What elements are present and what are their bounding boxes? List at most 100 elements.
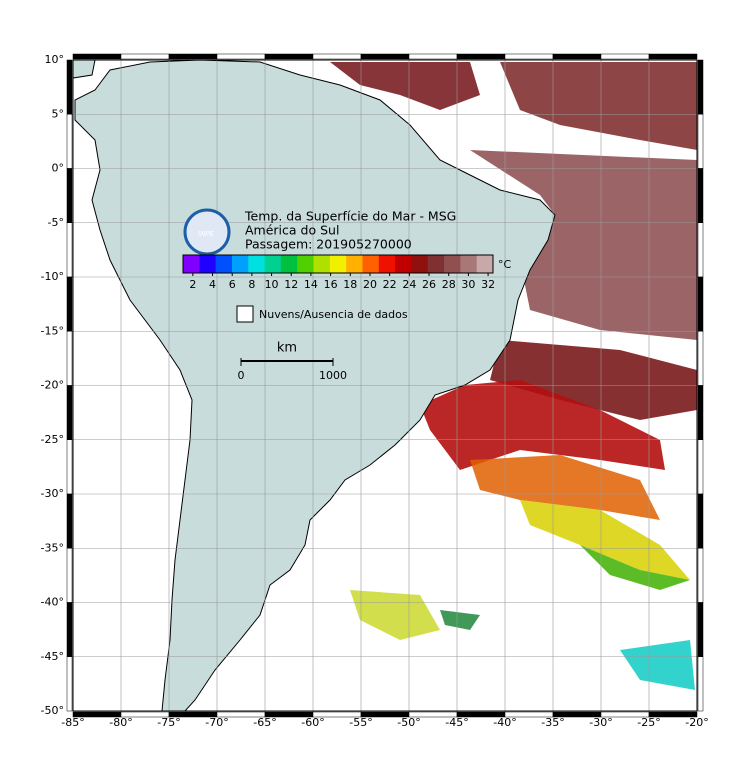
colorbar-swatch [231, 255, 249, 273]
frame-segment [66, 168, 73, 223]
frame-segment [66, 385, 73, 440]
colorbar-unit: °C [498, 258, 512, 271]
frame-segment [697, 385, 704, 440]
colorbar-swatch [248, 255, 266, 273]
frame-segment [504, 53, 554, 60]
colorbar-tick-label: 22 [383, 278, 397, 291]
frame-segment [552, 53, 602, 60]
colorbar-swatch [460, 255, 478, 273]
y-tick-label: -45° [41, 650, 64, 663]
frame-segment [120, 53, 170, 60]
frame-segment [697, 59, 704, 115]
colorbar-swatch [411, 255, 429, 273]
colorbar-tick-label: 24 [402, 278, 416, 291]
colorbar-swatch [215, 255, 233, 273]
colorbar-swatch [297, 255, 315, 273]
central-america [72, 59, 96, 79]
x-tick-label: -50° [397, 716, 420, 729]
x-tick-label: -40° [493, 716, 516, 729]
colorbar-tick-label: 10 [265, 278, 279, 291]
frame-segment [697, 331, 704, 386]
frame-segment [72, 53, 122, 60]
sst-patch [580, 545, 690, 590]
frame-segment [408, 53, 458, 60]
colorbar-tick-label: 4 [209, 278, 216, 291]
x-tick-label: -75° [157, 716, 180, 729]
x-tick-label: -60° [301, 716, 324, 729]
x-tick-label: -70° [205, 716, 228, 729]
y-tick-label: -50° [41, 704, 64, 717]
sst-patch [490, 340, 697, 420]
y-tick-label: -30° [41, 487, 64, 500]
frame-segment [66, 548, 73, 603]
colorbar-swatch [395, 255, 412, 273]
colorbar-tick-label: 28 [442, 278, 456, 291]
colorbar-tick-label: 16 [324, 278, 338, 291]
y-tick-label: -40° [41, 596, 64, 609]
frame-segment [648, 711, 698, 718]
x-tick-label: -20° [685, 716, 708, 729]
colorbar-swatch [183, 255, 200, 273]
x-tick-label: -45° [445, 716, 468, 729]
frame-segment [66, 276, 73, 332]
frame-segment [697, 276, 704, 332]
frame-segment [697, 656, 704, 712]
colorbar-tick-label: 6 [229, 278, 236, 291]
legend-swatch [236, 305, 254, 323]
colorbar: 2 4 6 8 10 12 14 16 18 20 22 24 26 28 30 32 [182, 254, 495, 291]
x-tick-label: -35° [541, 716, 564, 729]
colorbar-swatch [264, 255, 282, 273]
frame-segment [66, 114, 73, 169]
frame-segment [66, 656, 73, 712]
frame-segment [697, 114, 704, 169]
frame-segment [697, 439, 704, 495]
title-line: Temp. da Superfície do Mar - MSG [244, 209, 456, 224]
frame-segment [600, 53, 650, 60]
colorbar-tick-label: 12 [284, 278, 298, 291]
frame-border [72, 59, 698, 712]
logo-text: INPE [198, 230, 215, 238]
sst-patch [470, 150, 697, 340]
scale-label: km [277, 341, 297, 356]
frame-segment [697, 493, 704, 549]
colorbar-tick-label: 8 [248, 278, 255, 291]
frame-segment [66, 602, 73, 657]
colorbar-border [182, 254, 494, 274]
colorbar-swatch [427, 255, 445, 273]
sst-patch [520, 500, 690, 580]
colorbar-tick-label: 20 [363, 278, 377, 291]
x-tick-label: -25° [637, 716, 660, 729]
y-tick-label: -5° [48, 216, 64, 229]
frame-segment [216, 53, 266, 60]
colorbar-swatch [378, 255, 396, 273]
colorbar-tick-label: 30 [461, 278, 475, 291]
grid [72, 59, 698, 712]
sst-patch [620, 640, 695, 690]
scale-tick-label: 1000 [319, 369, 347, 382]
colorbar-swatch [346, 255, 363, 273]
frame-segment [66, 439, 73, 495]
y-tick-label: -15° [41, 324, 64, 337]
colorbar-tick-label: 14 [304, 278, 318, 291]
frame-segment [697, 548, 704, 603]
x-tick-label: -65° [253, 716, 276, 729]
colorbar-tick-label: 26 [422, 278, 436, 291]
colorbar-swatch [313, 255, 331, 273]
frame-segment [312, 53, 362, 60]
colorbar-tick-label: 2 [189, 278, 196, 291]
frame-segment [697, 602, 704, 657]
colorbar-swatch [476, 255, 494, 273]
y-tick-label: 10° [45, 53, 65, 66]
y-tick-label: 5° [52, 107, 65, 120]
colorbar-swatch [444, 255, 461, 273]
y-tick-label: -10° [41, 270, 64, 283]
legend-label: Nuvens/Ausencia de dados [259, 308, 408, 321]
frame-segment [360, 53, 410, 60]
sst-patch [420, 380, 665, 470]
frame-segment [648, 53, 698, 60]
frame-segment [456, 53, 506, 60]
x-tick-label: -80° [109, 716, 132, 729]
colorbar-swatch [199, 255, 217, 273]
colorbar-swatch [280, 255, 298, 273]
